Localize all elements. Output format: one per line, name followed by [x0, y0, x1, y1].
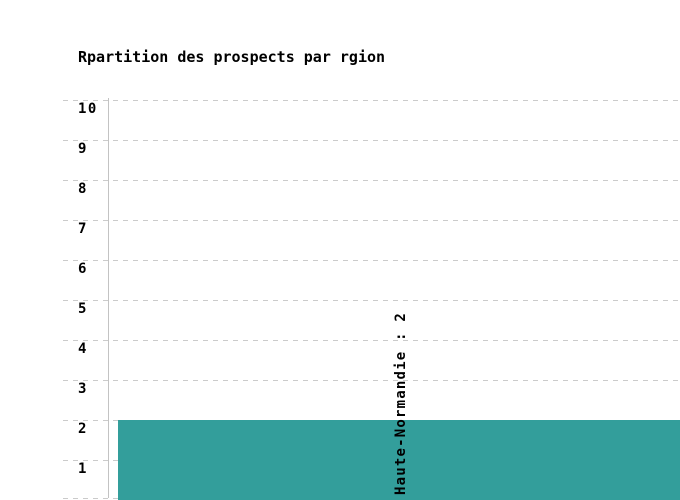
y-axis-tick-label: 1	[78, 461, 88, 477]
bar-value-label: Haute-Normandie : 2	[393, 312, 409, 495]
gridline	[63, 180, 680, 181]
gridline	[63, 340, 680, 341]
y-axis-tick-label: 10	[78, 101, 98, 117]
y-axis-tick-label: 9	[78, 141, 88, 157]
bar-haute-normandie	[118, 420, 680, 500]
y-axis-tick-label: 3	[78, 381, 88, 397]
y-axis-tick-label: 2	[78, 421, 88, 437]
y-axis-tick-label: 7	[78, 221, 88, 237]
chart-title: Rpartition des prospects par rgion	[78, 48, 386, 66]
y-axis-line	[108, 98, 109, 498]
y-axis-tick-label: 5	[78, 301, 88, 317]
gridline	[63, 380, 680, 381]
gridline	[63, 300, 680, 301]
y-axis-tick-label: 8	[78, 181, 88, 197]
gridline	[63, 100, 680, 101]
gridline	[63, 220, 680, 221]
y-axis-tick-label: 6	[78, 261, 88, 277]
gridline	[63, 140, 680, 141]
gridline	[63, 260, 680, 261]
y-axis-tick-label: 4	[78, 341, 88, 357]
